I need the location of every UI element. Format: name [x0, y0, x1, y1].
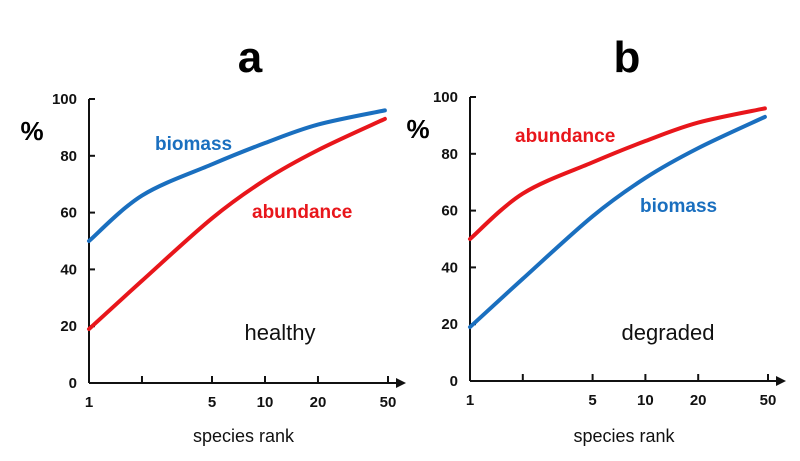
panel-a: a% 0 20 40 60 80 100 1 5 10 20 50 species rank health…: [20, 33, 406, 446]
x-tick-label: 50: [380, 394, 397, 411]
y-tick-label: 20: [60, 318, 77, 335]
x-tick-label: 20: [310, 394, 327, 411]
y-tick-label: 100: [52, 91, 77, 108]
x-axis-arrowhead: [396, 378, 406, 388]
y-tick-label: 40: [441, 259, 458, 276]
x-tick-label: 5: [588, 392, 596, 409]
x-axis-label: species rank: [573, 426, 675, 446]
y-tick-label: 20: [441, 316, 458, 333]
panel-label: a: [238, 33, 263, 82]
panel-b: b% 0 20 40 60 80 100 1 5 10 20 50 species rank degrad…: [406, 33, 786, 446]
y-tick-label: 80: [441, 146, 458, 163]
x-tick-label: 20: [690, 392, 707, 409]
series-label-abundance: abundance: [515, 126, 615, 147]
y-tick-label: 80: [60, 148, 77, 165]
y-axis-label: %: [20, 116, 43, 146]
y-tick-label: 60: [60, 205, 77, 222]
x-tick-label: 10: [257, 394, 274, 411]
series-line-biomass: [87, 108, 387, 243]
series-line-abundance: [87, 116, 387, 332]
series-label-biomass: biomass: [155, 134, 232, 155]
x-tick-label: 1: [85, 394, 93, 411]
x-tick-label: 1: [466, 392, 474, 409]
condition-label: degraded: [622, 320, 715, 345]
series-label-abundance: abundance: [252, 202, 352, 223]
series-line-abundance: [468, 106, 767, 241]
x-axis-arrowhead: [776, 376, 786, 386]
x-tick-label: 5: [208, 394, 216, 411]
x-tick-label: 10: [637, 392, 654, 409]
y-axis-label: %: [406, 114, 429, 144]
y-tick-label: 0: [450, 373, 458, 390]
series-label-biomass: biomass: [640, 196, 717, 217]
y-tick-label: 100: [433, 89, 458, 106]
y-tick-label: 0: [69, 375, 77, 392]
condition-label: healthy: [245, 320, 316, 345]
x-tick-label: 50: [760, 392, 777, 409]
series-line-biomass: [468, 114, 767, 330]
y-tick-label: 60: [441, 203, 458, 220]
y-tick-label: 40: [60, 261, 77, 278]
x-axis-label: species rank: [193, 426, 295, 446]
panel-label: b: [614, 33, 641, 82]
